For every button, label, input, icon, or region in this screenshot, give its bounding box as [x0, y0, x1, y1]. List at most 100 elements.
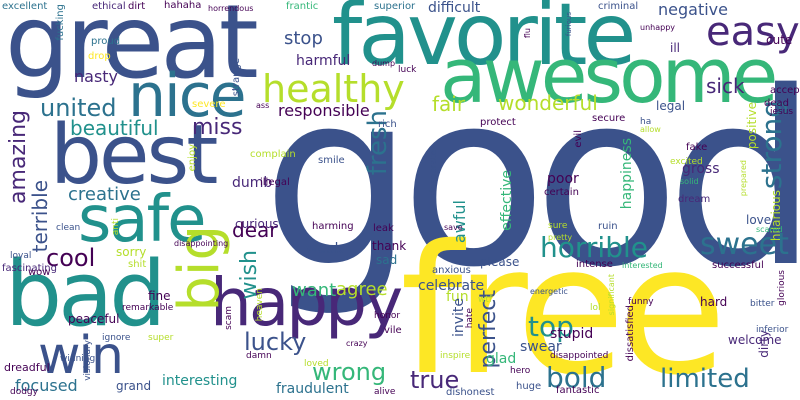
word-inspire: inspire — [440, 351, 471, 361]
word-lucky: lucky — [244, 328, 307, 356]
word-bad: bad — [5, 242, 166, 347]
word-awful: awful — [450, 200, 469, 244]
word-disappointed: disappointed — [550, 351, 609, 361]
word-hard: hard — [700, 295, 728, 309]
word-responsible: responsible — [278, 101, 370, 120]
word-free: free — [400, 207, 727, 400]
word-alive: alive — [374, 387, 396, 397]
word-anxious: anxious — [432, 265, 471, 276]
word-legal: legal — [656, 99, 686, 113]
word-glorious: glorious — [777, 270, 787, 306]
word-good: good — [262, 40, 800, 320]
word-interested: interested — [622, 261, 663, 270]
word-criminal: criminal — [598, 1, 639, 12]
word-superior: superior — [374, 1, 416, 12]
word-horrendous: horrendous — [208, 4, 254, 13]
word-poor: poor — [547, 171, 579, 187]
word-furious: furious — [565, 12, 573, 37]
word-fantastic: fantastic — [556, 385, 600, 396]
word-miss: miss — [192, 115, 243, 140]
word-crazy: crazy — [346, 339, 368, 348]
word-celebrate: celebrate — [418, 278, 485, 294]
word-proud: proud — [91, 36, 121, 47]
word-prepared: prepared — [739, 160, 748, 197]
word-excellent: excellent — [2, 1, 48, 12]
word-focused: focused — [15, 376, 78, 395]
word-safe: safe — [78, 183, 206, 257]
word-sad: sad — [376, 253, 398, 267]
word-pretty: pretty — [548, 233, 573, 242]
word-fair: fair — [432, 92, 466, 116]
word-vile: vile — [384, 325, 402, 336]
word-ethical: ethical — [92, 1, 126, 12]
word-secure: secure — [592, 113, 626, 124]
word-dissatisfied: dissatisfied — [625, 305, 636, 362]
word-stop: stop — [284, 28, 323, 49]
word-frantic: frantic — [286, 1, 319, 12]
word-accept: accept — [770, 85, 800, 96]
word-dumb: dumb — [232, 175, 273, 191]
word-fun: fun — [446, 289, 469, 305]
word-weak: weak — [306, 241, 343, 257]
word-bitter: bitter — [750, 299, 775, 309]
word-happy: happy — [210, 264, 403, 341]
word-easy: easy — [706, 9, 800, 55]
word-win: win — [38, 326, 124, 386]
word-wow: wow — [28, 267, 51, 278]
word-curious: curious — [235, 217, 279, 231]
word-complain: complain — [250, 149, 296, 160]
word-ha: ha — [640, 117, 652, 127]
word-stupid: stupid — [550, 326, 594, 342]
word-hahaha: hahaha — [164, 0, 202, 11]
word-fraudulent: fraudulent — [276, 381, 349, 397]
word-illegal: illegal — [260, 177, 290, 188]
word-limited: limited — [660, 364, 750, 394]
word-huge: huge — [516, 381, 542, 392]
word-positive: positive — [745, 102, 759, 150]
word-best: best — [50, 108, 218, 203]
word-heaven: heaven — [255, 288, 265, 322]
word-loyal: loyal — [10, 251, 32, 261]
word-grand: grand — [116, 379, 152, 393]
word-solid: solid — [680, 177, 699, 186]
word-hero: hero — [510, 366, 531, 376]
word-terrible: terrible — [28, 180, 52, 253]
word-super: super — [148, 333, 174, 343]
word-anti: anti — [111, 218, 121, 236]
word-gross: gross — [682, 161, 720, 177]
word-leak: leak — [373, 223, 394, 234]
word-damn: damn — [246, 351, 272, 361]
word-bold: bold — [546, 361, 607, 394]
word-awesome: awesome — [440, 31, 778, 120]
word-agree: agree — [336, 279, 388, 300]
word-ignore: ignore — [102, 333, 131, 343]
word-beautiful: beautiful — [70, 116, 159, 140]
word-certain: certain — [544, 187, 579, 198]
word-true: true — [410, 366, 460, 394]
word-interesting: interesting — [162, 373, 238, 389]
word-happiness: happiness — [619, 138, 635, 210]
word-energetic: energetic — [530, 287, 568, 296]
word-winning: winning — [60, 354, 96, 364]
word-severe: severe — [192, 99, 226, 110]
word-funny: funny — [628, 297, 654, 307]
word-favorite: favorite — [332, 0, 636, 85]
word-allow: allow — [640, 125, 661, 134]
word-lol: lol — [590, 303, 601, 313]
word-successful: successful — [712, 260, 764, 271]
word-dishonest: dishonest — [446, 387, 495, 398]
word-welcome: welcome — [728, 333, 782, 347]
word-ass: ass — [256, 101, 270, 110]
word-sick: sick — [706, 74, 745, 98]
word-creative: creative — [68, 184, 141, 205]
word-fascinating: fascinating — [2, 263, 57, 274]
word-fine: fine — [148, 289, 171, 303]
word-strange: strange — [231, 58, 242, 97]
word-ruin: ruin — [598, 221, 618, 232]
word-disappointing: disappointing — [174, 239, 229, 248]
word-loved: loved — [304, 359, 329, 369]
word-harming: harming — [312, 221, 354, 232]
word-please: please — [480, 255, 520, 269]
word-negative: negative — [658, 0, 728, 19]
word-amazing: amazing — [6, 110, 31, 204]
